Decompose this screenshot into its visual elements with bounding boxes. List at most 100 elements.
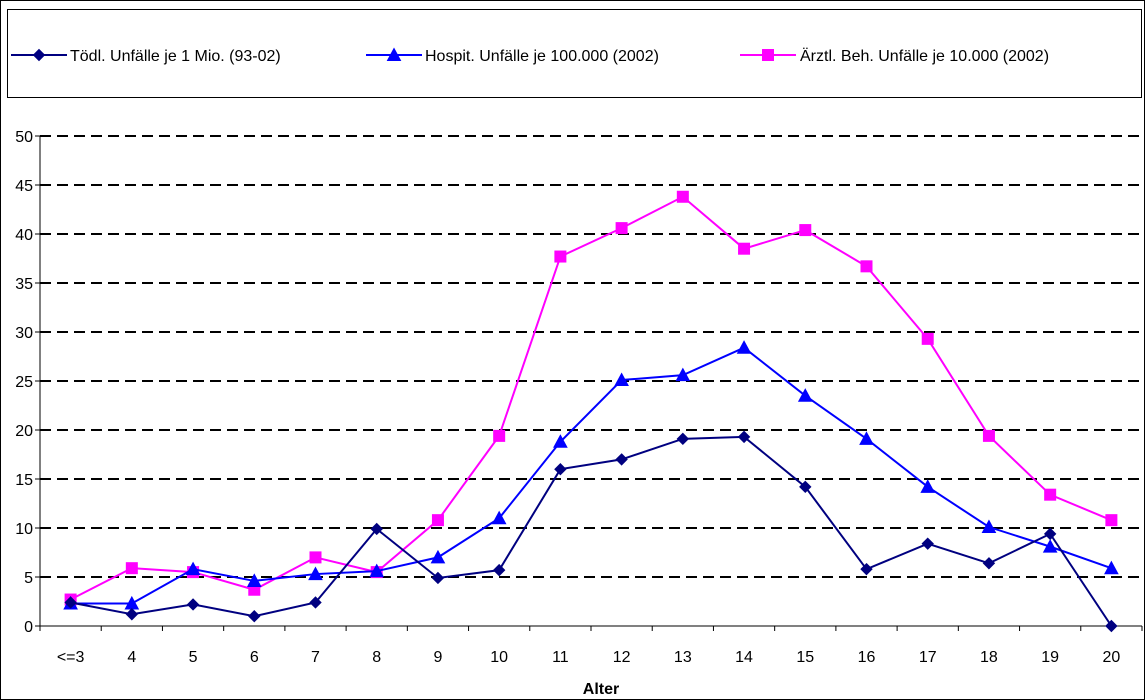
data-point: [125, 608, 139, 621]
data-point: [1105, 514, 1118, 527]
data-point: [615, 453, 628, 466]
x-tick-label: 6: [250, 649, 259, 666]
series-line: [70, 195, 1112, 601]
data-point: [860, 562, 873, 576]
x-tick-label: 18: [980, 649, 998, 666]
data-point: [738, 242, 751, 255]
data-point: [430, 549, 446, 564]
x-tick-label: 5: [189, 649, 198, 666]
gridlines: [40, 135, 1142, 578]
legend-label: Ärztl. Beh. Unfälle je 10.000 (2002): [800, 47, 1049, 65]
x-tick-label: 14: [735, 649, 753, 666]
y-tick-label: 15: [15, 472, 33, 489]
data-point: [860, 260, 873, 273]
x-tick-label: 15: [796, 649, 814, 666]
data-point: [248, 609, 261, 623]
data-point: [431, 571, 445, 585]
x-tick-label: <=3: [57, 649, 85, 666]
data-point: [554, 250, 567, 263]
legend-label: Hospit. Unfälle je 100.000 (2002): [425, 48, 659, 65]
y-tick-label: 50: [15, 129, 33, 146]
x-tick-label: 19: [1041, 649, 1059, 666]
data-point: [799, 480, 812, 494]
x-tick-label: 4: [127, 649, 136, 666]
data-point: [982, 557, 996, 570]
series-2: [63, 340, 1119, 610]
x-tick-label: 16: [858, 649, 876, 666]
data-point: [615, 222, 628, 235]
x-tick-label: 10: [490, 649, 508, 666]
legend: Tödl. Unfälle je 1 Mio. (93-02) Hospit. U…: [11, 47, 1049, 65]
series-line: [70, 435, 1113, 627]
y-tick-label: 0: [24, 619, 33, 636]
data-point: [675, 367, 691, 382]
data-point: [1044, 488, 1057, 501]
y-tick-label: 5: [24, 570, 33, 587]
data-point: [186, 598, 200, 611]
data-point: [1105, 619, 1118, 633]
legend-item-2: Hospit. Unfälle je 100.000 (2002): [366, 47, 659, 65]
data-point: [736, 340, 752, 354]
data-point: [921, 537, 934, 550]
x-tick-label: 7: [311, 649, 320, 666]
data-point: [737, 430, 751, 444]
legend-marker: [386, 47, 402, 62]
x-axis-ticks: <=3 4 5 6 7 8 9 10 11 12 13 14 15 16 17 18 19 20: [39, 626, 1143, 666]
legend-item-1: Tödl. Unfälle je 1 Mio. (93-02): [11, 48, 281, 65]
data-point: [553, 434, 568, 448]
y-axis-ticks: 0 5 10 15 20 25 30 35 40 45 50: [15, 129, 40, 636]
data-point: [676, 432, 690, 446]
y-tick-label: 10: [15, 521, 33, 538]
data-point: [491, 510, 507, 525]
data-point: [982, 429, 995, 442]
data-point: [1104, 560, 1119, 575]
legend-label: Tödl. Unfälle je 1 Mio. (93-02): [70, 48, 281, 65]
data-point: [431, 514, 444, 527]
y-tick-label: 45: [15, 178, 33, 195]
y-tick-label: 25: [15, 374, 33, 391]
x-tick-label: 11: [552, 649, 569, 666]
legend-marker: [32, 48, 46, 62]
data-point: [492, 563, 506, 577]
y-tick-label: 20: [15, 423, 33, 440]
legend-box: [7, 9, 1142, 98]
legend-item-3: Ärztl. Beh. Unfälle je 10.000 (2002): [740, 47, 1049, 65]
data-point: [370, 522, 383, 536]
data-point: [125, 562, 138, 575]
data-point: [797, 388, 813, 402]
y-tick-label: 40: [15, 227, 33, 244]
data-point: [676, 190, 689, 203]
data-point: [554, 462, 567, 476]
data-point: [1042, 539, 1058, 553]
series-line: [70, 346, 1112, 605]
data-point: [308, 566, 323, 581]
data-point: [1043, 527, 1057, 541]
x-tick-label: 20: [1102, 649, 1120, 666]
data-point: [921, 332, 934, 345]
y-tick-label: 30: [15, 325, 33, 342]
data-point: [185, 561, 201, 576]
data-point: [981, 519, 997, 534]
x-tick-label: 9: [433, 649, 442, 666]
data-point: [64, 596, 77, 609]
data-point: [309, 551, 322, 564]
x-tick-label: 12: [613, 649, 631, 666]
legend-marker: [762, 49, 774, 61]
data-point: [920, 479, 936, 493]
y-tick-label: 35: [15, 276, 33, 293]
data-point: [246, 573, 262, 587]
x-tick-label: 13: [674, 649, 692, 666]
data-point: [309, 596, 322, 609]
data-point: [614, 372, 629, 387]
x-tick-label: 17: [919, 649, 937, 666]
data-point: [369, 563, 385, 578]
series-1: [64, 430, 1118, 633]
series-lines: [63, 190, 1119, 633]
data-point: [493, 429, 506, 442]
data-point: [859, 431, 874, 445]
x-axis-title: Alter: [583, 681, 619, 698]
x-tick-label: 8: [372, 649, 381, 666]
